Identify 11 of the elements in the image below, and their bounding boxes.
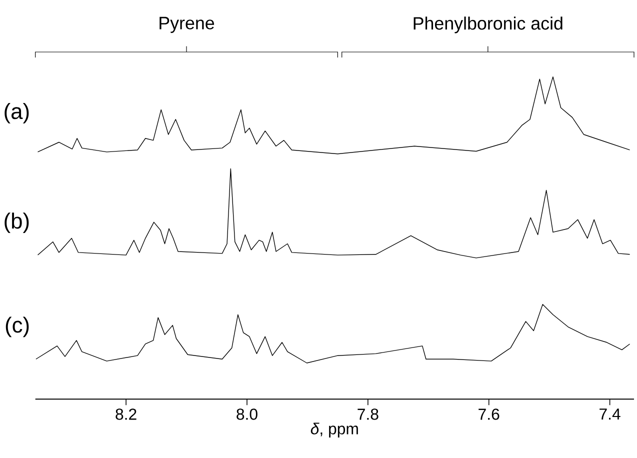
series-label: (b): [4, 212, 29, 234]
x-tick-label: 7.8: [358, 408, 378, 420]
series-label: (a): [4, 103, 29, 124]
series-label: (c): [6, 316, 29, 338]
text: Pyrene: [160, 16, 214, 33]
x-tick-label: 8.0: [236, 408, 258, 420]
text: Phenylboronic acid: [414, 16, 562, 34]
x-tick-label: 7.4: [600, 408, 620, 420]
x-axis-title: δ, ppm: [310, 422, 358, 438]
x-tick-label: 8.2: [116, 408, 136, 420]
x-tick-label: 7.6: [478, 408, 500, 420]
